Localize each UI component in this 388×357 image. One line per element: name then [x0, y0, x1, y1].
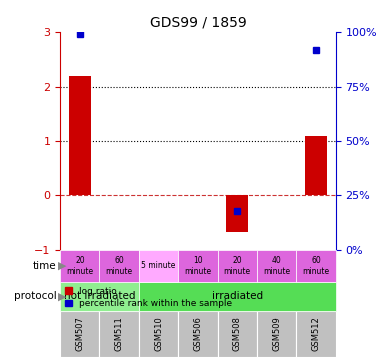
Text: GSM512: GSM512	[312, 316, 320, 351]
Text: 20
minute: 20 minute	[66, 256, 94, 276]
Text: ▶: ▶	[58, 291, 67, 301]
Bar	[139, 311, 178, 357]
Bar	[178, 311, 218, 357]
Bar	[99, 311, 139, 357]
Text: 10
minute: 10 minute	[184, 256, 211, 276]
Text: GSM510: GSM510	[154, 316, 163, 351]
Title: GDS99 / 1859: GDS99 / 1859	[149, 16, 246, 30]
Text: GSM508: GSM508	[233, 316, 242, 351]
Bar	[296, 250, 336, 282]
Text: 5 minute: 5 minute	[141, 261, 176, 271]
Text: 60
minute: 60 minute	[302, 256, 329, 276]
Bar	[60, 311, 99, 357]
Text: GSM511: GSM511	[115, 316, 124, 351]
Text: GSM506: GSM506	[193, 316, 203, 351]
Text: GSM509: GSM509	[272, 316, 281, 351]
Text: not irradiated: not irradiated	[64, 291, 135, 301]
Bar	[305, 136, 327, 195]
Bar	[178, 250, 218, 282]
Text: 40
minute: 40 minute	[263, 256, 290, 276]
Text: 60
minute: 60 minute	[106, 256, 133, 276]
Bar	[69, 76, 91, 195]
Text: 20
minute: 20 minute	[223, 256, 251, 276]
Text: time: time	[33, 261, 56, 271]
Bar	[257, 250, 296, 282]
Bar	[60, 250, 99, 282]
Bar	[139, 250, 178, 282]
Bar	[257, 311, 296, 357]
Bar	[218, 311, 257, 357]
Legend: log ratio, percentile rank within the sample: log ratio, percentile rank within the sa…	[65, 287, 232, 308]
Bar	[227, 195, 248, 232]
Bar	[218, 250, 257, 282]
Text: irradiated: irradiated	[212, 291, 263, 301]
Bar	[139, 282, 336, 311]
Bar	[296, 311, 336, 357]
Text: GSM507: GSM507	[75, 316, 84, 351]
Bar	[60, 282, 139, 311]
Text: protocol: protocol	[14, 291, 56, 301]
Bar	[99, 250, 139, 282]
Text: ▶: ▶	[58, 261, 67, 271]
